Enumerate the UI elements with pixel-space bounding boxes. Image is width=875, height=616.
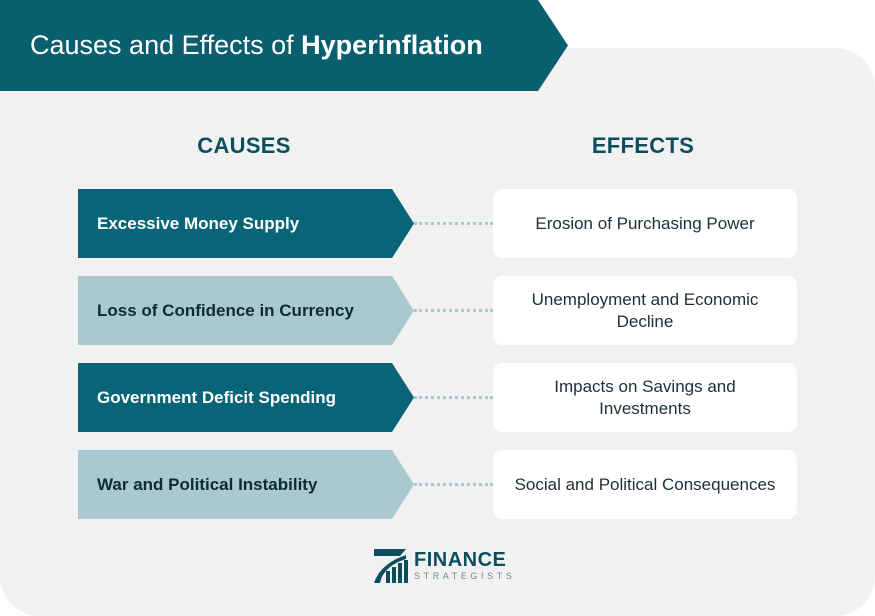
- effect-label: Erosion of Purchasing Power: [535, 213, 755, 233]
- title-banner: [0, 0, 568, 91]
- cause-label: Excessive Money Supply: [97, 213, 300, 233]
- effect-label: Social and Political Consequences: [514, 474, 776, 494]
- connector-line: [414, 483, 493, 486]
- cause-label: War and Political Instability: [97, 474, 318, 494]
- bar-chart-arrow-icon: [374, 549, 408, 583]
- effect-erosion-of-purchasing-power: Erosion of Purchasing Power: [493, 189, 797, 258]
- cause-government-deficit-spending: Government Deficit Spending: [78, 363, 414, 432]
- effects-heading: EFFECTS: [591, 133, 695, 158]
- effect-social-political-consequences: Social and Political Consequences: [493, 450, 797, 519]
- cause-excessive-money-supply: Excessive Money Supply: [78, 189, 414, 258]
- title-highlight: Hyperinflation: [301, 30, 483, 60]
- cause-label: Loss of Confidence in Currency: [97, 300, 354, 320]
- connector-line: [414, 309, 493, 312]
- cause-loss-of-confidence: Loss of Confidence in Currency: [78, 276, 414, 345]
- logo-wordmark-top: FINANCE: [414, 549, 507, 571]
- title-prefix: Causes and Effects of: [30, 30, 302, 60]
- cause-war-political-instability: War and Political Instability: [78, 450, 414, 519]
- causes-heading: CAUSES: [197, 133, 291, 158]
- finance-strategists-logo: FINANCE STRATEGISTS: [372, 547, 515, 585]
- cause-label: Government Deficit Spending: [97, 387, 336, 407]
- logo-wordmark-bottom: STRATEGISTS: [414, 571, 516, 581]
- connector-line: [414, 222, 493, 225]
- effect-label: Impacts on Savings and Investments: [554, 376, 736, 418]
- effect-label: Unemployment and Economic Decline: [531, 289, 759, 331]
- page-title: Causes and Effects of Hyperinflation: [30, 29, 483, 61]
- effect-unemployment-economic-decline: Unemployment and Economic Decline: [493, 276, 797, 345]
- effect-savings-investments: Impacts on Savings and Investments: [493, 363, 797, 432]
- connector-line: [414, 396, 493, 399]
